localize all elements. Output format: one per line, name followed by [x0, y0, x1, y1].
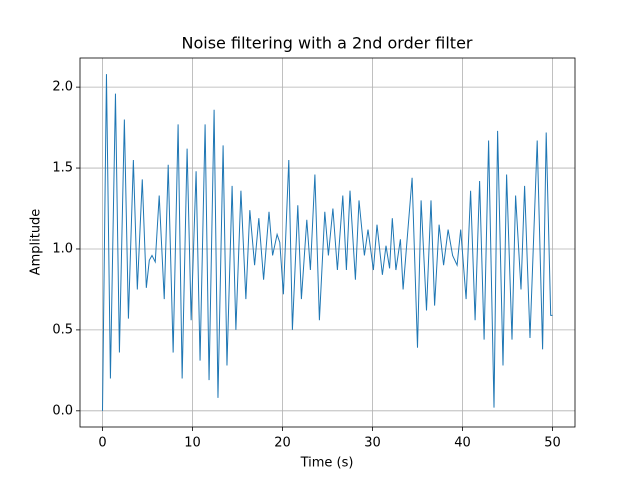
x-tick-label: 10 [184, 436, 201, 451]
y-tick-label: 0.5 [52, 322, 73, 337]
plot-frame [79, 57, 576, 428]
x-tick-label: 0 [98, 436, 106, 451]
y-tick-label: 0.0 [52, 403, 73, 418]
y-axis-label: Amplitude [29, 209, 44, 276]
x-tick-label: 20 [274, 436, 291, 451]
x-tick-label: 50 [544, 436, 561, 451]
y-tick-label: 1.0 [52, 241, 73, 256]
chart-title: Noise filtering with a 2nd order filter [182, 34, 473, 53]
y-tick-label: 1.5 [52, 161, 73, 176]
y-tick-label: 2.0 [52, 80, 73, 95]
x-tick-label: 40 [454, 436, 471, 451]
x-axis-label: Time (s) [300, 456, 354, 471]
series-line [102, 74, 553, 411]
x-tick-label: 30 [364, 436, 381, 451]
